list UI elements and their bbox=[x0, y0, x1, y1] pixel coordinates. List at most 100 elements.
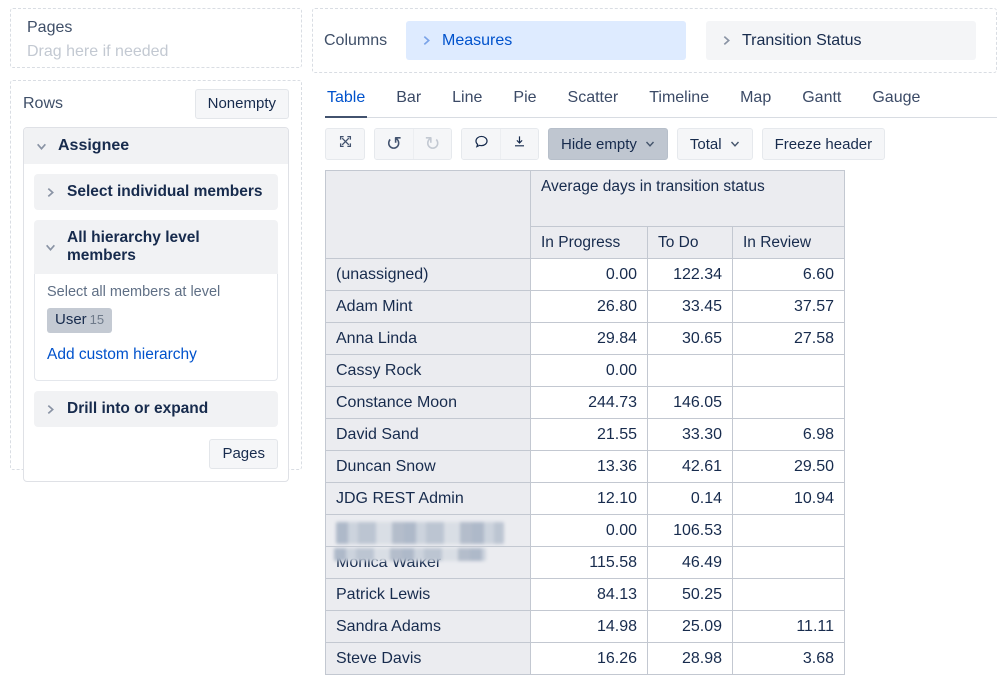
chevron-down-icon bbox=[730, 140, 740, 148]
value-cell[interactable]: 0.00 bbox=[530, 258, 648, 291]
column-header-in-progress[interactable]: In Progress bbox=[530, 226, 648, 259]
value-cell[interactable]: 26.80 bbox=[530, 290, 648, 323]
value-cell[interactable]: 42.61 bbox=[647, 450, 733, 483]
select-individual-members-item[interactable]: Select individual members bbox=[34, 174, 278, 210]
value-cell[interactable]: 10.94 bbox=[732, 482, 845, 515]
row-label[interactable]: Steve Davis bbox=[325, 642, 531, 675]
all-hierarchy-members-item[interactable]: All hierarchy level members bbox=[34, 220, 278, 274]
value-cell[interactable]: 12.10 bbox=[530, 482, 648, 515]
value-cell[interactable]: 29.84 bbox=[530, 322, 648, 355]
chart-type-tabs: Table Bar Line Pie Scatter Timeline Map … bbox=[325, 86, 997, 118]
total-button[interactable]: Total bbox=[676, 128, 753, 160]
value-cell[interactable]: 84.13 bbox=[530, 578, 648, 611]
table-row: Patrick Lewis 84.13 50.25 bbox=[325, 578, 845, 611]
value-cell[interactable] bbox=[732, 354, 845, 387]
row-label[interactable]: Patrick Lewis bbox=[325, 578, 531, 611]
value-cell[interactable]: 11.11 bbox=[732, 610, 845, 643]
column-header-to-do[interactable]: To Do bbox=[647, 226, 733, 259]
row-label[interactable]: (unassigned) bbox=[325, 258, 531, 291]
row-label[interactable] bbox=[325, 514, 531, 547]
value-cell[interactable]: 122.34 bbox=[647, 258, 733, 291]
tab-table[interactable]: Table bbox=[325, 86, 368, 118]
columns-drop-panel[interactable]: Columns Measures Transition Status bbox=[312, 8, 997, 73]
value-cell[interactable]: 33.30 bbox=[647, 418, 733, 451]
table-row: 0.00 106.53 bbox=[325, 514, 845, 547]
value-cell[interactable]: 6.60 bbox=[732, 258, 845, 291]
value-cell[interactable]: 30.65 bbox=[647, 322, 733, 355]
value-cell[interactable]: 28.98 bbox=[647, 642, 733, 675]
value-cell[interactable] bbox=[732, 514, 845, 547]
undo-button[interactable]: ↺ bbox=[375, 129, 413, 159]
row-label[interactable]: Cassy Rock bbox=[325, 354, 531, 387]
freeze-header-button[interactable]: Freeze header bbox=[761, 128, 886, 160]
value-cell[interactable]: 0.14 bbox=[647, 482, 733, 515]
value-cell[interactable]: 0.00 bbox=[530, 354, 648, 387]
measures-chip[interactable]: Measures bbox=[406, 21, 686, 60]
value-cell[interactable]: 106.53 bbox=[647, 514, 733, 547]
table-row: Monica Walker 115.58 46.49 bbox=[325, 546, 845, 579]
row-label[interactable]: Duncan Snow bbox=[325, 450, 531, 483]
add-custom-hierarchy-link[interactable]: Add custom hierarchy bbox=[47, 346, 197, 363]
row-label[interactable]: JDG REST Admin bbox=[325, 482, 531, 515]
assignee-header[interactable]: Assignee bbox=[24, 128, 288, 164]
value-cell[interactable]: 0.00 bbox=[530, 514, 648, 547]
tab-map[interactable]: Map bbox=[740, 89, 772, 106]
tab-line[interactable]: Line bbox=[452, 89, 483, 106]
pages-drop-panel[interactable]: Pages Drag here if needed bbox=[10, 8, 302, 68]
nonempty-button[interactable]: Nonempty bbox=[194, 89, 289, 119]
column-header-in-review[interactable]: In Review bbox=[732, 226, 845, 259]
value-cell[interactable]: 14.98 bbox=[530, 610, 648, 643]
value-cell[interactable]: 244.73 bbox=[530, 386, 648, 419]
value-cell[interactable]: 33.45 bbox=[647, 290, 733, 323]
row-label[interactable]: Monica Walker bbox=[325, 546, 531, 579]
chevron-down-icon bbox=[645, 140, 655, 148]
comment-button[interactable] bbox=[462, 129, 500, 159]
expand-all-button[interactable] bbox=[325, 128, 365, 160]
value-cell[interactable]: 13.36 bbox=[530, 450, 648, 483]
rows-panel-title: Rows bbox=[23, 95, 64, 112]
value-cell[interactable]: 6.98 bbox=[732, 418, 845, 451]
assignee-title: Assignee bbox=[58, 137, 130, 154]
level-name: User bbox=[55, 311, 87, 328]
value-cell[interactable] bbox=[647, 354, 733, 387]
export-button[interactable] bbox=[500, 129, 538, 159]
measures-chip-label: Measures bbox=[442, 31, 513, 49]
value-cell[interactable]: 37.57 bbox=[732, 290, 845, 323]
tab-bar[interactable]: Bar bbox=[396, 89, 422, 106]
measure-header-cell[interactable]: Average days in transition status bbox=[530, 170, 845, 227]
value-cell[interactable]: 3.68 bbox=[732, 642, 845, 675]
redo-button[interactable]: ↻ bbox=[413, 129, 451, 159]
value-cell[interactable]: 146.05 bbox=[647, 386, 733, 419]
value-cell[interactable] bbox=[732, 386, 845, 419]
chevron-right-icon bbox=[45, 404, 56, 415]
value-cell[interactable] bbox=[732, 546, 845, 579]
value-cell[interactable]: 50.25 bbox=[647, 578, 733, 611]
tab-scatter[interactable]: Scatter bbox=[567, 89, 619, 106]
value-cell[interactable]: 115.58 bbox=[530, 546, 648, 579]
tab-timeline[interactable]: Timeline bbox=[649, 89, 710, 106]
value-cell[interactable]: 25.09 bbox=[647, 610, 733, 643]
value-cell[interactable]: 29.50 bbox=[732, 450, 845, 483]
transition-status-chip-label: Transition Status bbox=[742, 31, 862, 49]
tab-gantt[interactable]: Gantt bbox=[802, 89, 842, 106]
value-cell[interactable]: 46.49 bbox=[647, 546, 733, 579]
value-cell[interactable]: 21.55 bbox=[530, 418, 648, 451]
user-level-badge[interactable]: User 15 bbox=[47, 308, 113, 333]
value-cell[interactable]: 16.26 bbox=[530, 642, 648, 675]
undo-icon: ↺ bbox=[386, 133, 402, 155]
tab-pie[interactable]: Pie bbox=[513, 89, 537, 106]
row-label[interactable]: Sandra Adams bbox=[325, 610, 531, 643]
value-cell[interactable] bbox=[732, 578, 845, 611]
row-label[interactable]: Anna Linda bbox=[325, 322, 531, 355]
transition-status-chip[interactable]: Transition Status bbox=[706, 21, 976, 60]
row-label[interactable]: David Sand bbox=[325, 418, 531, 451]
value-cell[interactable]: 27.58 bbox=[732, 322, 845, 355]
all-hierarchy-section: All hierarchy level members Select all m… bbox=[34, 220, 278, 381]
tab-gauge[interactable]: Gauge bbox=[872, 89, 921, 106]
row-label[interactable]: Adam Mint bbox=[325, 290, 531, 323]
row-label[interactable]: Constance Moon bbox=[325, 386, 531, 419]
undo-redo-group: ↺ ↻ bbox=[374, 128, 452, 160]
hide-empty-button[interactable]: Hide empty bbox=[548, 128, 668, 160]
move-to-pages-button[interactable]: Pages bbox=[209, 439, 278, 469]
drill-into-expand-item[interactable]: Drill into or expand bbox=[34, 391, 278, 427]
